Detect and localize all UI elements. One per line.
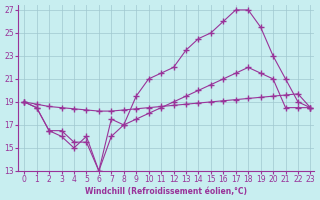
X-axis label: Windchill (Refroidissement éolien,°C): Windchill (Refroidissement éolien,°C) bbox=[85, 187, 247, 196]
